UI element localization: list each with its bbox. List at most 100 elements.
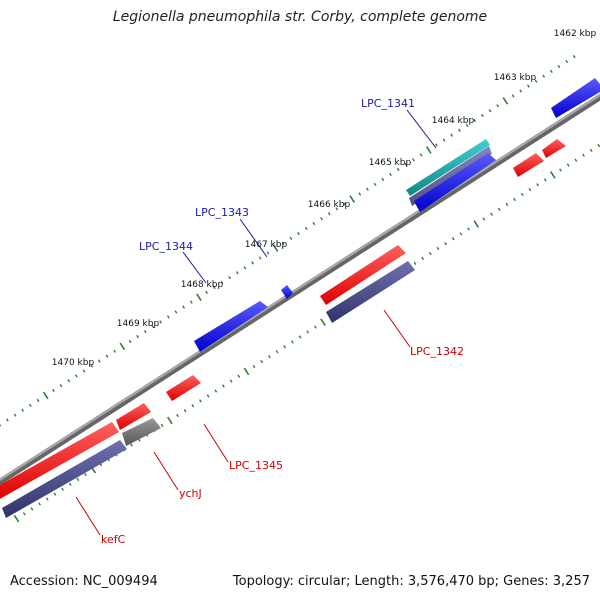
- feature-lpc1342-cds[interactable]: [320, 245, 406, 305]
- leader-ychj: [153, 451, 179, 491]
- outer-tick-35: [235, 271, 239, 275]
- inner-tick-59: [467, 227, 470, 231]
- outer-tick-24: [151, 325, 155, 329]
- inner-tick-39: [314, 325, 317, 329]
- outer-tick-36: [243, 266, 247, 270]
- inner-tick-37: [298, 335, 302, 339]
- outer-tick-53: [373, 182, 377, 186]
- inner-tick-4: [45, 497, 49, 501]
- feature-lpc1343-cds[interactable]: [281, 285, 293, 299]
- outer-tick-15: [82, 369, 86, 373]
- outer-tick-29: [189, 300, 193, 304]
- inner-tick-3: [38, 502, 41, 506]
- outer-tick-52: [366, 187, 369, 191]
- inner-tick-64: [505, 202, 509, 207]
- inner-tick-25: [206, 394, 210, 398]
- feature-right-red-1[interactable]: [542, 139, 566, 158]
- feature-lpc1341-cds[interactable]: [414, 153, 496, 212]
- outer-tick-25: [159, 320, 162, 324]
- outer-tick-60: [425, 146, 432, 154]
- outer-tick-4: [0, 424, 2, 427]
- inner-tick-40: [320, 318, 326, 327]
- leader-lpc1344: [182, 251, 207, 284]
- outer-tick-38: [258, 256, 262, 260]
- leader-lpc1345: [203, 423, 229, 463]
- inner-tick-36: [291, 340, 294, 344]
- inner-tick-55: [436, 246, 440, 251]
- outer-tick-61: [435, 143, 438, 147]
- gene-label-lpc1341[interactable]: LPC_1341: [361, 97, 415, 110]
- outer-tick-20: [119, 342, 126, 351]
- outer-tick-64: [458, 128, 461, 132]
- feature-lpc1345-cds[interactable]: [166, 375, 201, 401]
- inner-tick-61: [482, 217, 486, 221]
- tick-label-4: 1466 kbp: [308, 200, 351, 210]
- outer-tick-58: [412, 158, 415, 162]
- feature-lpc1344-cds[interactable]: [194, 301, 268, 352]
- feature-right-edge-cds[interactable]: [551, 78, 600, 118]
- gene-label-ychj[interactable]: ychJ: [179, 487, 202, 500]
- outer-tick-73: [527, 84, 530, 88]
- tick-label-0: 1462 kbp: [554, 29, 597, 39]
- outer-tick-8: [29, 403, 32, 407]
- inner-tick-21: [176, 413, 179, 418]
- map-title: Legionella pneumophila str. Corby, compl…: [112, 9, 488, 25]
- outer-tick-72: [519, 89, 523, 93]
- outer-tick-45: [312, 221, 316, 226]
- inner-tick-33: [268, 355, 271, 359]
- gene-label-lpc1344[interactable]: LPC_1344: [139, 240, 193, 253]
- gene-label-kefc[interactable]: kefC: [101, 533, 126, 546]
- outer-tick-16: [90, 364, 94, 368]
- outer-tick-6: [13, 413, 17, 417]
- genome-stats-text: Topology: circular; Length: 3,576,470 bp…: [232, 574, 590, 589]
- outer-tick-26: [166, 315, 170, 319]
- outer-tick-69: [496, 104, 500, 108]
- outer-tick-21: [128, 339, 132, 344]
- gene-label-lpc1343[interactable]: LPC_1343: [195, 206, 249, 219]
- feature-kefc-gene[interactable]: [2, 440, 127, 518]
- inner-tick-9: [84, 472, 87, 477]
- tick-label-7: 1469 kbp: [117, 319, 160, 329]
- gene-label-lpc1342[interactable]: LPC_1342: [410, 345, 464, 358]
- feature-lpc1341-teal[interactable]: [406, 139, 490, 196]
- outer-tick-13: [67, 379, 71, 383]
- outer-tick-41: [281, 241, 285, 245]
- inner-tick-8: [76, 477, 80, 482]
- inner-tick-24: [199, 399, 202, 403]
- outer-tick-40: [272, 244, 279, 252]
- tick-labels: 1462 kbp 1463 kbp 1464 kbp 1465 kbp 1466 kbp…: [52, 29, 597, 368]
- outer-tick-71: [511, 94, 515, 98]
- inner-tick-62: [490, 212, 493, 216]
- outer-tick-67: [481, 113, 484, 118]
- inner-tick-15: [130, 443, 133, 447]
- inner-tick-35: [283, 345, 287, 349]
- outer-tick-42: [289, 236, 293, 240]
- accession-text: Accession: NC_009494: [10, 574, 158, 589]
- inner-tick-7: [68, 482, 72, 486]
- inner-tick-5: [53, 492, 57, 496]
- feature-lpc1342-gene[interactable]: [326, 261, 415, 323]
- outer-tick-51: [358, 192, 362, 196]
- leader-kefc: [75, 496, 101, 536]
- inner-tick-71: [559, 168, 562, 172]
- inner-tick-6: [61, 487, 64, 491]
- outer-tick-27: [174, 310, 178, 314]
- leader-lpc1341: [406, 109, 437, 149]
- feature-ychj-pseudo[interactable]: [122, 418, 161, 446]
- outer-tick-49: [343, 202, 346, 206]
- outer-tick-10: [42, 391, 49, 400]
- outer-tick-5: [6, 418, 9, 422]
- inner-tick-34: [275, 350, 279, 354]
- outer-tick-79: [572, 55, 576, 59]
- gene-label-lpc1345[interactable]: LPC_1345: [229, 459, 283, 472]
- inner-tick-2: [30, 507, 34, 511]
- tick-label-5: 1467 kbp: [245, 240, 288, 250]
- feature-right-red-2[interactable]: [513, 153, 544, 177]
- inner-tick-31: [252, 364, 256, 369]
- outer-tick-47: [327, 212, 331, 216]
- feature-ychj-cds[interactable]: [116, 403, 151, 430]
- outer-tick-68: [488, 109, 492, 113]
- inner-tick-75: [589, 148, 593, 152]
- outer-tick-34: [228, 276, 231, 280]
- feature-kefc-cds[interactable]: [0, 422, 119, 500]
